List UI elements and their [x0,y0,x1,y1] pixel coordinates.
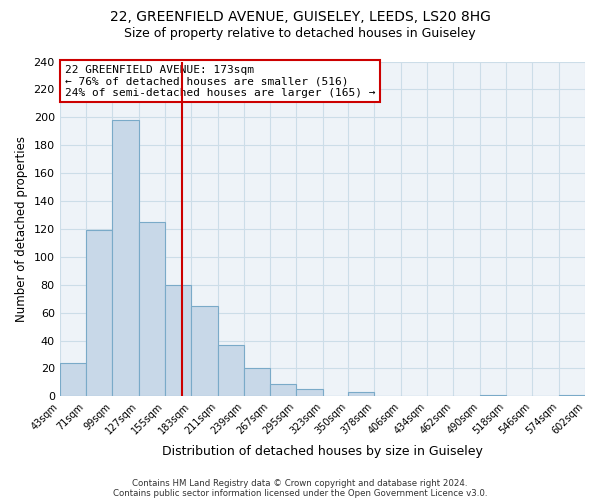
Text: Size of property relative to detached houses in Guiseley: Size of property relative to detached ho… [124,28,476,40]
Bar [59,363,86,396]
Bar [559,395,585,396]
Bar [191,306,218,396]
Bar [480,395,506,396]
Text: 22, GREENFIELD AVENUE, GUISELEY, LEEDS, LS20 8HG: 22, GREENFIELD AVENUE, GUISELEY, LEEDS, … [110,10,490,24]
Bar [296,390,323,396]
Bar [112,120,139,396]
Bar [86,230,112,396]
Bar [139,222,165,396]
Bar [348,392,374,396]
Text: Contains public sector information licensed under the Open Government Licence v3: Contains public sector information licen… [113,488,487,498]
Bar [244,368,270,396]
Bar [218,345,244,397]
Text: Contains HM Land Registry data © Crown copyright and database right 2024.: Contains HM Land Registry data © Crown c… [132,478,468,488]
X-axis label: Distribution of detached houses by size in Guiseley: Distribution of detached houses by size … [162,444,483,458]
Y-axis label: Number of detached properties: Number of detached properties [15,136,28,322]
Bar [165,285,191,397]
Bar [270,384,296,396]
Text: 22 GREENFIELD AVENUE: 173sqm
← 76% of detached houses are smaller (516)
24% of s: 22 GREENFIELD AVENUE: 173sqm ← 76% of de… [65,65,376,98]
